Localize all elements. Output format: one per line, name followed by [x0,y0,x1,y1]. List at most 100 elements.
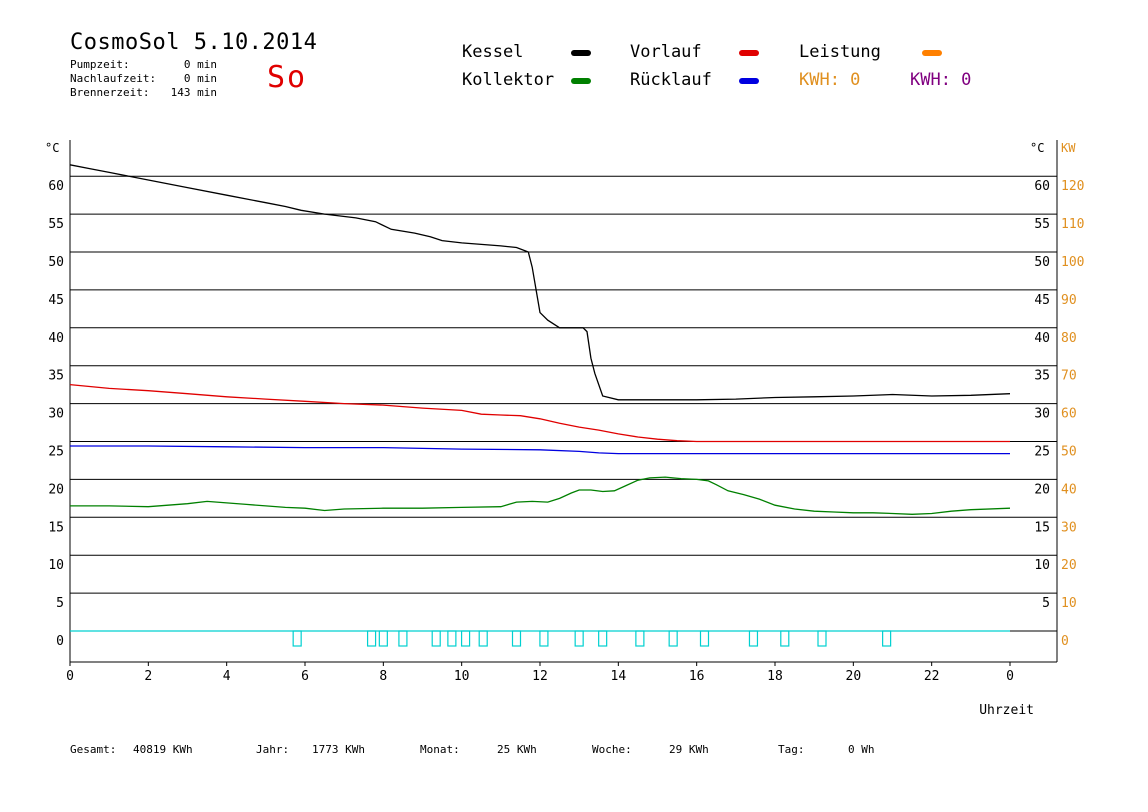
y-tick-kw: 50 [1061,445,1077,460]
footer-woche-label: Woche: [592,743,632,756]
x-tick-label: 18 [767,669,783,684]
legend-ruecklauf-label: Rücklauf [630,70,712,90]
y-tick-right: 55 [1034,217,1050,232]
x-tick-label: 10 [454,669,470,684]
legend-ruecklauf-swatch [739,78,759,84]
burner-marker [292,630,302,647]
stat-nachlaufzeit-value: 0 min [183,72,217,85]
y-tick-right: 30 [1034,407,1050,422]
y-tick-kw: 40 [1061,482,1077,497]
y-tick-kw: 100 [1061,255,1084,270]
burner-marker [635,630,645,647]
x-tick-label: 6 [301,669,309,684]
y-tick-left: 30 [48,407,64,422]
y-tick-left: 40 [48,331,64,346]
footer-gesamt-label: Gesamt: [70,743,117,756]
burner-marker [431,630,441,647]
y-axis-left-unit: °C [45,141,59,155]
burner-marker [668,630,678,647]
y-tick-left: 50 [48,255,64,270]
y-tick-right: 20 [1034,482,1050,497]
footer-jahr-label: Jahr: [256,743,290,756]
burner-marker [539,630,549,647]
y-tick-left: 0 [56,634,64,649]
legend-vorlauf-swatch [739,50,759,56]
series-line-vorlauf [69,383,1010,443]
chart-title: CosmoSol 5.10.2014 [70,30,318,55]
y-tick-kw: 30 [1061,520,1077,535]
series-line-rcklauf [70,445,1010,455]
y-tick-left: 25 [48,445,64,460]
burner-marker [366,630,377,647]
footer-woche-value: 29 KWh [669,743,709,756]
x-tick-label: 8 [379,669,387,684]
legend-kessel-swatch [571,50,591,56]
y-tick-left: 5 [56,596,64,611]
y-tick-left: 35 [48,369,64,384]
burner-marker [378,630,388,647]
footer-jahr-value: 1773 KWh [312,743,365,756]
y-axis-right-unit: °C [1030,141,1044,155]
burner-marker [598,630,608,647]
legend-kwh-purple: KWH: 0 [910,70,972,90]
x-tick-label: 0 [1006,669,1014,684]
y-axis-kw-unit: KW [1061,141,1076,155]
legend-leistung-swatch [922,50,942,56]
y-tick-kw: 80 [1061,331,1077,346]
burner-marker [478,630,488,647]
y-tick-right: 15 [1034,520,1050,535]
footer-tag-label: Tag: [778,743,805,756]
y-tick-kw: 10 [1061,596,1077,611]
y-tick-kw: 20 [1061,558,1077,573]
x-tick-label: 20 [846,669,862,684]
y-tick-kw: 0 [1061,634,1069,649]
stat-pumpzeit-value: 0 min [183,58,217,71]
series-line-kessel [69,164,1011,401]
burner-marker [398,630,408,647]
y-tick-kw: 110 [1061,217,1084,232]
burner-marker [574,630,584,647]
y-tick-right: 10 [1034,558,1050,573]
x-tick-label: 12 [532,669,548,684]
footer-gesamt-value: 40819 KWh [133,743,193,756]
legend-vorlauf-label: Vorlauf [630,42,702,62]
footer-monat-label: Monat: [420,743,460,756]
y-tick-right: 35 [1034,369,1050,384]
x-tick-label: 22 [924,669,940,684]
y-tick-kw: 60 [1061,407,1077,422]
burner-marker [699,630,710,647]
burner-marker [817,630,827,647]
legend-leistung-label: Leistung [799,42,881,62]
y-tick-left: 10 [48,558,64,573]
y-tick-left: 20 [48,482,64,497]
x-tick-label: 2 [144,669,152,684]
y-tick-kw: 120 [1061,179,1084,194]
y-tick-right: 40 [1034,331,1050,346]
footer-tag-value: 0 Wh [848,743,875,756]
legend-kessel-label: Kessel [462,42,524,62]
y-tick-left: 45 [48,293,64,308]
y-tick-right: 25 [1034,445,1050,460]
burner-marker [447,630,457,647]
y-tick-kw: 90 [1061,293,1077,308]
y-tick-left: 15 [48,520,64,535]
y-tick-right: 45 [1034,293,1050,308]
x-tick-label: 16 [689,669,705,684]
footer-monat-value: 25 KWh [497,743,537,756]
series-line-kollektor [70,476,1011,515]
x-tick-label: 4 [223,669,231,684]
weekday-label: So [267,60,308,95]
legend-kollektor-label: Kollektor [462,70,555,90]
burner-marker [882,630,892,647]
legend-kwh-orange: KWH: 0 [799,70,861,90]
y-tick-left: 55 [48,217,64,232]
stat-nachlaufzeit-label: Nachlaufzeit: [70,72,157,85]
y-tick-kw: 70 [1061,369,1077,384]
burner-marker [460,630,471,647]
burner-marker [780,630,790,647]
stat-brennerzeit-label: Brennerzeit: [70,86,150,99]
stat-brennerzeit-value: 143 min [170,86,217,99]
stat-pumpzeit-label: Pumpzeit: [70,58,130,71]
legend-kollektor-swatch [571,78,591,84]
